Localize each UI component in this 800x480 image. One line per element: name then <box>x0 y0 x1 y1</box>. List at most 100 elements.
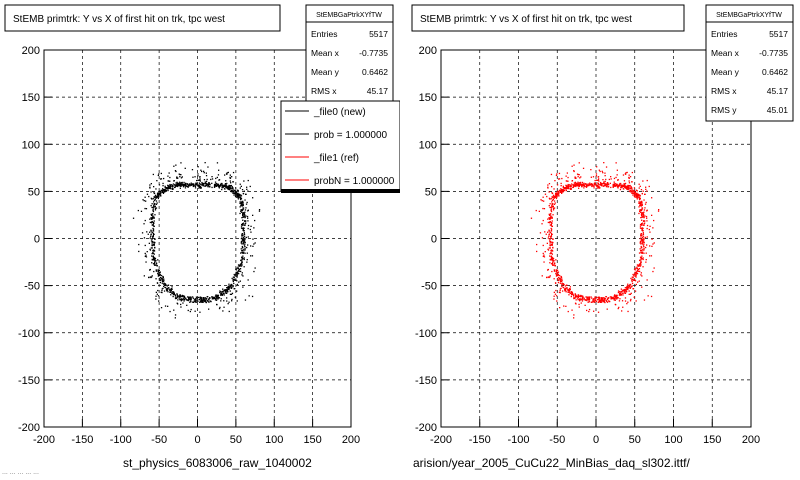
scatter-point <box>251 295 254 298</box>
scatter-point <box>628 185 630 187</box>
scatter-point <box>230 283 232 286</box>
scatter-point <box>643 237 645 240</box>
y-tick-label: -200 <box>18 422 40 434</box>
scatter-point <box>604 172 606 174</box>
scatter-point <box>630 187 632 190</box>
scatter-point <box>240 259 242 261</box>
scatter-point <box>641 223 643 225</box>
scatter-point <box>240 240 243 243</box>
scatter-point <box>183 299 186 301</box>
scatter-point <box>184 184 186 186</box>
scatter-point <box>574 297 576 299</box>
scatter-point <box>180 299 182 301</box>
scatter-point <box>201 170 203 173</box>
scatter-point <box>239 264 241 266</box>
axis-ticks: -200 -150 -100 -50 0 50 100 150 200-200-150-100-… <box>415 45 760 446</box>
scatter-point <box>639 270 641 273</box>
scatter-point <box>245 215 247 217</box>
scatter-point <box>616 295 618 297</box>
scatter-point <box>549 221 551 223</box>
scatter-point <box>557 272 559 274</box>
scatter-point <box>169 180 171 182</box>
stats-label-mean-x: Mean x <box>311 48 340 58</box>
scatter-point <box>605 183 607 185</box>
scatter-point <box>559 279 562 281</box>
scatter-point <box>215 177 217 180</box>
scatter-point <box>155 188 157 190</box>
scatter-point <box>168 185 170 187</box>
scatter-point <box>146 251 148 253</box>
scatter-point <box>604 184 606 186</box>
scatter-point <box>581 297 583 299</box>
scatter-point <box>550 256 553 258</box>
scatter-point <box>209 300 211 302</box>
scatter-point <box>158 300 160 302</box>
scatter-point <box>169 310 171 313</box>
scatter-point <box>635 300 637 302</box>
scatter-point <box>203 179 206 181</box>
scatter-point <box>563 287 565 289</box>
scatter-point <box>641 200 643 202</box>
scatter-point <box>132 217 135 219</box>
scatter-point <box>568 291 570 293</box>
scatter-point <box>232 190 234 192</box>
scatter-point <box>603 181 605 183</box>
y-tick-label: 100 <box>419 139 437 151</box>
scatter-point <box>173 180 175 182</box>
scatter-point <box>580 299 582 301</box>
scatter-point <box>606 300 608 303</box>
scatter-point <box>558 195 560 197</box>
scatter-point <box>569 184 571 186</box>
scatter-point <box>142 199 144 201</box>
scatter-point <box>561 177 563 180</box>
scatter-point <box>153 263 155 265</box>
scatter-point <box>565 284 568 286</box>
scatter-point <box>645 188 647 190</box>
scatter-point <box>191 184 193 186</box>
scatter-point <box>156 180 158 182</box>
scatter-point <box>553 262 556 264</box>
scatter-point <box>152 252 154 254</box>
scatter-point <box>159 271 161 273</box>
scatter-point <box>596 166 598 168</box>
scatter-point <box>242 202 244 204</box>
scatter-point <box>242 227 244 229</box>
scatter-point <box>610 186 612 189</box>
scatter-point <box>152 256 155 258</box>
scatter-point <box>555 295 558 297</box>
scatter-point <box>235 196 237 198</box>
scatter-point <box>632 288 634 290</box>
scatter-point <box>615 184 617 186</box>
stats-label-entries: Entries <box>711 29 737 39</box>
scatter-point <box>558 189 560 192</box>
scatter-point <box>252 214 254 216</box>
scatter-point <box>567 186 570 188</box>
scatter-point <box>644 193 646 195</box>
scatter-point <box>220 298 222 300</box>
scatter-point <box>144 255 146 257</box>
scatter-point <box>241 236 243 238</box>
scatter-point <box>179 184 182 186</box>
scatter-point <box>541 275 543 277</box>
scatter-point <box>600 182 602 185</box>
scatter-point <box>163 285 165 287</box>
scatter-point <box>565 305 567 307</box>
scatter-point <box>550 198 552 200</box>
scatter-point <box>607 182 609 184</box>
scatter-point <box>183 300 185 302</box>
scatter-point <box>621 300 624 302</box>
scatter-point <box>577 299 579 301</box>
scatter-point <box>180 303 182 306</box>
scatter-point <box>592 185 594 187</box>
scatter-point <box>244 237 246 240</box>
scatter-point <box>243 236 245 239</box>
scatter-point <box>624 182 627 185</box>
scatter-point <box>585 185 587 188</box>
scatter-point <box>549 253 551 255</box>
scatter-point <box>215 299 217 301</box>
scatter-point <box>551 270 553 273</box>
scatter-point <box>617 291 620 294</box>
scatter-point <box>555 282 557 284</box>
scatter-point <box>627 187 629 189</box>
scatter-point <box>201 181 203 184</box>
